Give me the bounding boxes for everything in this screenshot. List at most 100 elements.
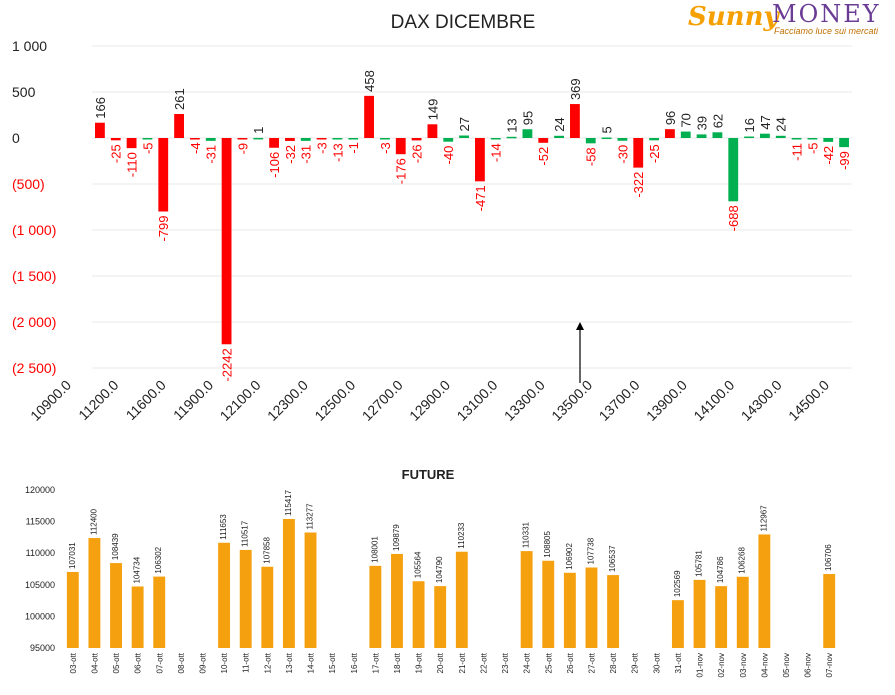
bar xyxy=(142,138,153,140)
bar xyxy=(380,138,390,140)
bar xyxy=(839,138,849,148)
y-tick-label: (2 500) xyxy=(12,360,56,376)
future-data-label: 107858 xyxy=(262,536,271,563)
data-label: -688 xyxy=(726,205,741,231)
future-bar xyxy=(218,542,231,648)
y-tick-label: 1 000 xyxy=(12,38,47,54)
future-category-label: 18-ott xyxy=(393,652,402,673)
bar xyxy=(538,138,549,143)
future-bar xyxy=(563,572,576,648)
future-data-label: 111653 xyxy=(219,514,228,540)
data-label: -31 xyxy=(299,145,314,164)
future-bar xyxy=(715,586,728,648)
future-bar xyxy=(131,586,144,648)
future-title: FUTURE xyxy=(402,467,455,482)
future-data-label: 112400 xyxy=(89,508,98,535)
bar xyxy=(174,113,184,138)
future-data-label: 112967 xyxy=(759,505,768,532)
future-data-label: 104790 xyxy=(435,556,444,583)
sunny-money-logo: Sunny MONEY Facciamo luce sui mercati xyxy=(688,0,888,40)
future-category-label: 07-ott xyxy=(155,652,164,673)
bar xyxy=(237,138,248,140)
bar xyxy=(680,131,691,138)
bar xyxy=(205,138,216,141)
future-category-label: 03-nov xyxy=(739,653,748,677)
future-data-label: 106268 xyxy=(738,547,747,574)
future-category-label: 02-nov xyxy=(717,653,726,677)
y-tick-label: (500) xyxy=(12,176,45,192)
future-bar xyxy=(434,586,447,648)
future-data-label: 108001 xyxy=(370,536,379,563)
future-category-label: 07-nov xyxy=(825,653,834,677)
y-tick-label: 0 xyxy=(12,130,20,146)
x-tick-label: 14100.0 xyxy=(690,377,737,424)
data-label: -30 xyxy=(615,145,630,164)
data-label: 5 xyxy=(600,126,615,133)
y-tick-label: 115000 xyxy=(26,517,55,527)
future-category-label: 06-ott xyxy=(134,652,143,673)
data-label: -1 xyxy=(346,142,361,154)
future-category-label: 04-nov xyxy=(760,653,769,677)
bar xyxy=(269,138,279,148)
bar xyxy=(696,134,707,138)
data-label: -25 xyxy=(109,144,124,163)
bar xyxy=(300,138,311,141)
future-category-label: 06-nov xyxy=(804,653,813,677)
bar xyxy=(443,138,454,142)
future-bar xyxy=(693,579,706,648)
y-tick-label: (1 000) xyxy=(12,222,56,238)
data-label: 369 xyxy=(568,78,583,100)
future-bar xyxy=(542,560,555,648)
future-category-label: 16-ott xyxy=(350,652,359,673)
data-label: -11 xyxy=(790,143,805,161)
bar xyxy=(411,138,422,141)
future-bar xyxy=(412,581,425,648)
bar xyxy=(570,104,580,138)
bar xyxy=(712,132,723,138)
future-bar xyxy=(520,551,533,648)
data-label: 13 xyxy=(505,118,520,132)
future-data-label: 115417 xyxy=(284,489,293,516)
future-category-label: 27-ott xyxy=(587,652,596,673)
data-label: -322 xyxy=(631,172,646,198)
bar xyxy=(728,138,739,202)
future-data-label: 110517 xyxy=(241,520,250,547)
data-label: -32 xyxy=(283,145,298,164)
x-tick-label: 10900.0 xyxy=(27,377,74,424)
data-label: -471 xyxy=(473,185,488,211)
data-label: -13 xyxy=(330,143,345,162)
future-data-label: 110233 xyxy=(457,522,466,549)
bar xyxy=(617,138,628,141)
future-bar xyxy=(110,563,122,648)
bar xyxy=(364,95,374,138)
future-category-label: 05-ott xyxy=(112,652,121,673)
bar xyxy=(475,138,485,182)
future-bar xyxy=(736,576,749,648)
bar xyxy=(506,136,517,139)
data-label: -5 xyxy=(140,142,155,154)
future-category-label: 26-ott xyxy=(566,652,575,673)
future-category-label: 19-ott xyxy=(415,652,424,673)
future-category-label: 01-nov xyxy=(696,653,705,677)
x-tick-label: 14500.0 xyxy=(785,377,832,424)
bar xyxy=(348,138,359,140)
bar xyxy=(221,138,232,345)
future-bar xyxy=(758,534,771,648)
y-tick-label: 110000 xyxy=(26,548,55,558)
future-data-label: 107031 xyxy=(68,542,77,569)
future-category-label: 08-ott xyxy=(177,652,186,673)
future-category-label: 22-ott xyxy=(479,652,488,673)
future-category-label: 20-ott xyxy=(436,652,445,673)
future-category-label: 17-ott xyxy=(371,652,380,673)
future-data-label: 104734 xyxy=(133,556,142,583)
data-label: 1 xyxy=(251,127,266,134)
bar xyxy=(459,135,469,138)
y-tick-label: (2 000) xyxy=(12,314,56,330)
data-label: -26 xyxy=(410,144,425,163)
future-category-label: 03-ott xyxy=(69,652,78,673)
future-data-label: 102569 xyxy=(673,570,682,597)
x-tick-label: 13500.0 xyxy=(548,377,595,424)
data-label: 458 xyxy=(362,70,377,92)
y-tick-label: 105000 xyxy=(25,580,55,590)
future-category-label: 09-ott xyxy=(198,652,207,673)
